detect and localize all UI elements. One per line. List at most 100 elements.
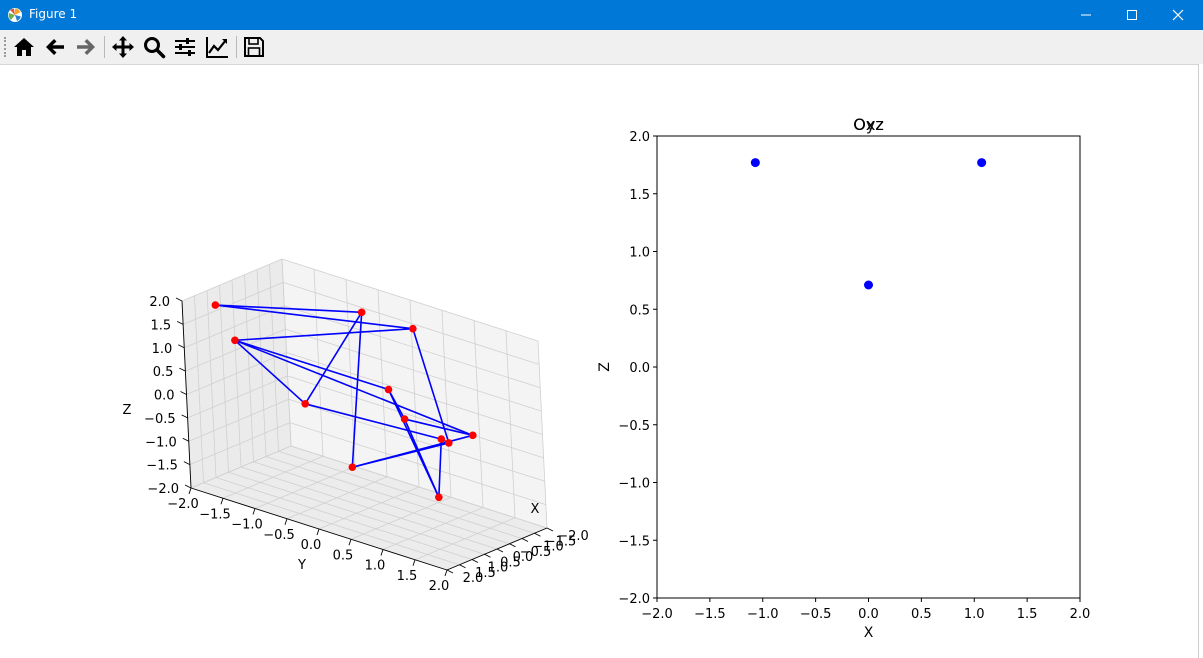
close-button[interactable] bbox=[1155, 0, 1201, 30]
z-tick bbox=[175, 297, 183, 302]
grid-line bbox=[318, 486, 420, 530]
toolbar-grip[interactable] bbox=[4, 37, 8, 57]
y-tick-label: 2.0 bbox=[629, 130, 650, 145]
edge-line bbox=[304, 311, 363, 405]
y-tick-label: −1.5 bbox=[618, 534, 650, 549]
z-tick bbox=[179, 367, 186, 372]
zoom-button[interactable] bbox=[140, 33, 168, 61]
x-tick-label: 1.0 bbox=[488, 561, 509, 576]
x-tick-label: −0.5 bbox=[800, 607, 832, 622]
grid-line bbox=[203, 482, 460, 566]
y-tick-label: 0.0 bbox=[301, 538, 322, 553]
data-point bbox=[437, 435, 446, 443]
scatter-point bbox=[864, 280, 873, 290]
grid-line bbox=[505, 330, 516, 518]
data-point bbox=[435, 493, 443, 502]
y-tick-label: −1.0 bbox=[618, 477, 650, 492]
grid-line bbox=[194, 295, 204, 483]
grid-line bbox=[473, 320, 484, 508]
z-tick bbox=[176, 320, 184, 325]
chart-title-overlay: Oyz bbox=[853, 115, 883, 134]
maximize-button[interactable] bbox=[1109, 0, 1155, 30]
x-tick-label: −0.5 bbox=[520, 545, 552, 560]
pan-button[interactable] bbox=[109, 33, 137, 61]
back-button[interactable] bbox=[41, 33, 69, 61]
grid-line bbox=[185, 328, 286, 372]
scatter-point bbox=[750, 158, 760, 168]
edge-line bbox=[234, 327, 413, 342]
grid-line bbox=[206, 290, 217, 478]
axes-2d[interactable]: −2.0−2.0 −1.5 −1.5 −1.0 −1.0 −0.5 −0.5 0.0 0.0 0.… bbox=[597, 115, 1090, 641]
axes-3d[interactable]: −2.0−2.0−2.0−1.5−1.5−1.5−1.0−1.0−1.0−0.5… bbox=[123, 258, 589, 594]
x-axis-label: X bbox=[531, 502, 540, 517]
edge-line bbox=[234, 339, 389, 391]
z-tick bbox=[182, 437, 189, 442]
z-axis-label: Z bbox=[123, 403, 132, 418]
y-tick bbox=[252, 508, 256, 515]
minimize-button[interactable] bbox=[1063, 0, 1109, 30]
y-tick bbox=[284, 518, 288, 525]
y-tick-label: −1.0 bbox=[231, 518, 263, 533]
y-tick bbox=[444, 569, 448, 577]
x-tick-label: 0.0 bbox=[858, 607, 879, 622]
x-tick bbox=[459, 564, 466, 569]
x-tick-label: −1.5 bbox=[545, 534, 577, 549]
y-tick bbox=[412, 559, 416, 566]
scatter-point bbox=[977, 158, 987, 168]
x-tick-label: −1.0 bbox=[532, 540, 564, 555]
x-tick-label: 2.0 bbox=[1070, 607, 1091, 622]
x-tick-label: −2.0 bbox=[641, 607, 673, 622]
x-tick bbox=[471, 559, 479, 563]
home-button[interactable] bbox=[10, 33, 38, 61]
plot-area bbox=[656, 135, 1081, 599]
y-tick bbox=[348, 539, 352, 546]
edge-line bbox=[438, 439, 443, 498]
y-tick bbox=[316, 528, 320, 536]
grid-line bbox=[228, 471, 485, 555]
grid-line bbox=[285, 328, 542, 412]
y-tick-label: −0.5 bbox=[263, 528, 295, 543]
z-tick-label: 0.5 bbox=[153, 365, 174, 380]
configure-subplots-button[interactable] bbox=[171, 33, 199, 61]
grid-line bbox=[184, 305, 285, 349]
sliders-icon bbox=[175, 38, 195, 56]
line-chart-icon bbox=[206, 37, 228, 58]
save-button[interactable] bbox=[240, 33, 268, 61]
z-tick bbox=[184, 484, 192, 489]
x-tick bbox=[496, 548, 504, 553]
data-point bbox=[357, 308, 366, 317]
z-tick-label: 1.5 bbox=[150, 318, 171, 333]
x-tick-label: 1.0 bbox=[964, 607, 985, 622]
x-tick-label: 1.5 bbox=[475, 566, 496, 581]
z-tick bbox=[183, 461, 191, 466]
z-tick-label: −1.0 bbox=[145, 435, 177, 450]
y-tick-label: 1.5 bbox=[397, 569, 418, 584]
grid-line bbox=[382, 507, 484, 550]
y-tick-label: −2.0 bbox=[167, 497, 199, 512]
navigation-toolbar bbox=[0, 30, 1203, 65]
x-tick bbox=[534, 532, 541, 537]
y-tick bbox=[188, 487, 192, 495]
x-tick bbox=[521, 538, 529, 542]
x-tick-label: 0.5 bbox=[911, 607, 932, 622]
y-tick-label: 0.5 bbox=[629, 303, 650, 318]
home-icon bbox=[14, 38, 34, 56]
data-point bbox=[211, 301, 220, 309]
x-tick-label: −1.0 bbox=[747, 607, 779, 622]
y-tick-label: 0.5 bbox=[333, 548, 354, 563]
arrow-right-icon bbox=[77, 39, 95, 55]
forward-button[interactable] bbox=[72, 33, 100, 61]
edge-line bbox=[352, 442, 450, 469]
y-tick-label: 1.0 bbox=[629, 246, 650, 261]
grid-line bbox=[215, 477, 473, 560]
z-tick bbox=[181, 414, 188, 419]
z-tick bbox=[178, 344, 185, 349]
edit-axes-button[interactable] bbox=[203, 33, 231, 61]
grid-line bbox=[284, 305, 541, 389]
magnifier-icon bbox=[144, 37, 166, 59]
z-tick bbox=[180, 391, 187, 395]
grid-line bbox=[219, 285, 229, 473]
close-icon bbox=[1172, 9, 1184, 21]
y-tick-label: −2.0 bbox=[618, 592, 650, 607]
edge-line bbox=[234, 339, 474, 437]
